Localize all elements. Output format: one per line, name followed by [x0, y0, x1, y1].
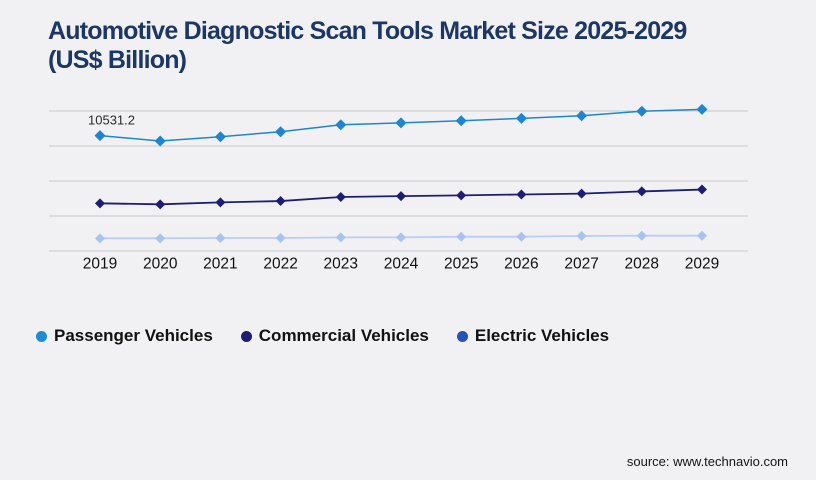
marker-passenger-vehicles-2026 — [515, 112, 527, 124]
marker-passenger-vehicles-2022 — [275, 126, 287, 138]
marker-electric-vehicles-2026 — [516, 231, 527, 242]
marker-passenger-vehicles-2023 — [335, 119, 347, 131]
legend-item-commercial-vehicles: Commercial Vehicles — [240, 326, 429, 346]
marker-electric-vehicles-2023 — [335, 232, 346, 243]
x-tick-label-2020: 2020 — [143, 256, 178, 273]
legend-label-electric-vehicles: Electric Vehicles — [474, 326, 610, 345]
marker-commercial-vehicles-2022 — [275, 196, 286, 207]
marker-electric-vehicles-2025 — [456, 231, 467, 242]
legend-marker-passenger-vehicles — [36, 330, 47, 342]
x-tick-label-2027: 2027 — [564, 256, 598, 273]
marker-electric-vehicles-2029 — [697, 230, 707, 241]
x-tick-label-2025: 2025 — [444, 256, 478, 273]
x-tick-label-2024: 2024 — [384, 256, 419, 273]
marker-commercial-vehicles-2029 — [697, 184, 707, 195]
x-tick-label-2023: 2023 — [324, 256, 358, 273]
x-tick-label-2029: 2029 — [685, 256, 719, 273]
marker-electric-vehicles-2021 — [215, 233, 226, 244]
marker-commercial-vehicles-2019 — [95, 198, 105, 209]
marker-passenger-vehicles-2020 — [154, 135, 166, 147]
marker-electric-vehicles-2022 — [275, 233, 286, 244]
marker-electric-vehicles-2028 — [636, 230, 647, 241]
marker-electric-vehicles-2020 — [155, 233, 166, 244]
marker-commercial-vehicles-2027 — [576, 188, 587, 199]
marker-passenger-vehicles-2029 — [696, 103, 708, 115]
marker-commercial-vehicles-2028 — [636, 186, 647, 197]
x-tick-label-2019: 2019 — [83, 256, 117, 273]
chart-title: Automotive Diagnostic Scan Tools Market … — [48, 17, 778, 75]
marker-commercial-vehicles-2026 — [516, 189, 527, 200]
marker-passenger-vehicles-2025 — [455, 115, 467, 127]
x-tick-label-2022: 2022 — [263, 256, 297, 273]
source-attribution: source: www.technavio.com — [626, 454, 788, 469]
marker-passenger-vehicles-2021 — [214, 131, 226, 143]
legend-label-passenger-vehicles: Passenger Vehicles — [54, 326, 213, 345]
chart-title-line-1: Automotive Diagnostic Scan Tools Market … — [48, 17, 687, 45]
chart-title-line-2: (US$ Billion) — [48, 46, 187, 74]
x-tick-label-2028: 2028 — [625, 256, 659, 273]
legend: Passenger Vehicles Commercial Vehicles E… — [36, 325, 609, 347]
marker-commercial-vehicles-2025 — [456, 190, 467, 201]
marker-passenger-vehicles-2024 — [395, 117, 407, 129]
marker-commercial-vehicles-2024 — [396, 191, 406, 202]
x-tick-label-2026: 2026 — [504, 256, 538, 273]
x-tick-label-2021: 2021 — [203, 256, 237, 273]
legend-marker-commercial-vehicles — [240, 330, 252, 342]
marker-electric-vehicles-2019 — [95, 233, 105, 244]
data-label-annotation: 10531.2 — [88, 113, 135, 128]
marker-commercial-vehicles-2023 — [335, 191, 346, 202]
legend-label-commercial-vehicles: Commercial Vehicles — [258, 326, 429, 345]
marker-electric-vehicles-2024 — [396, 232, 406, 243]
marker-electric-vehicles-2027 — [576, 231, 587, 242]
legend-item-electric-vehicles: Electric Vehicles — [456, 326, 610, 346]
legend-item-passenger-vehicles: Passenger Vehicles — [36, 326, 213, 346]
marker-passenger-vehicles-2027 — [576, 110, 588, 122]
legend-marker-electric-vehicles — [456, 330, 468, 342]
marker-commercial-vehicles-2021 — [215, 197, 226, 208]
marker-passenger-vehicles-2028 — [636, 105, 648, 117]
marker-commercial-vehicles-2020 — [155, 199, 166, 210]
marker-passenger-vehicles-2019 — [94, 130, 106, 142]
